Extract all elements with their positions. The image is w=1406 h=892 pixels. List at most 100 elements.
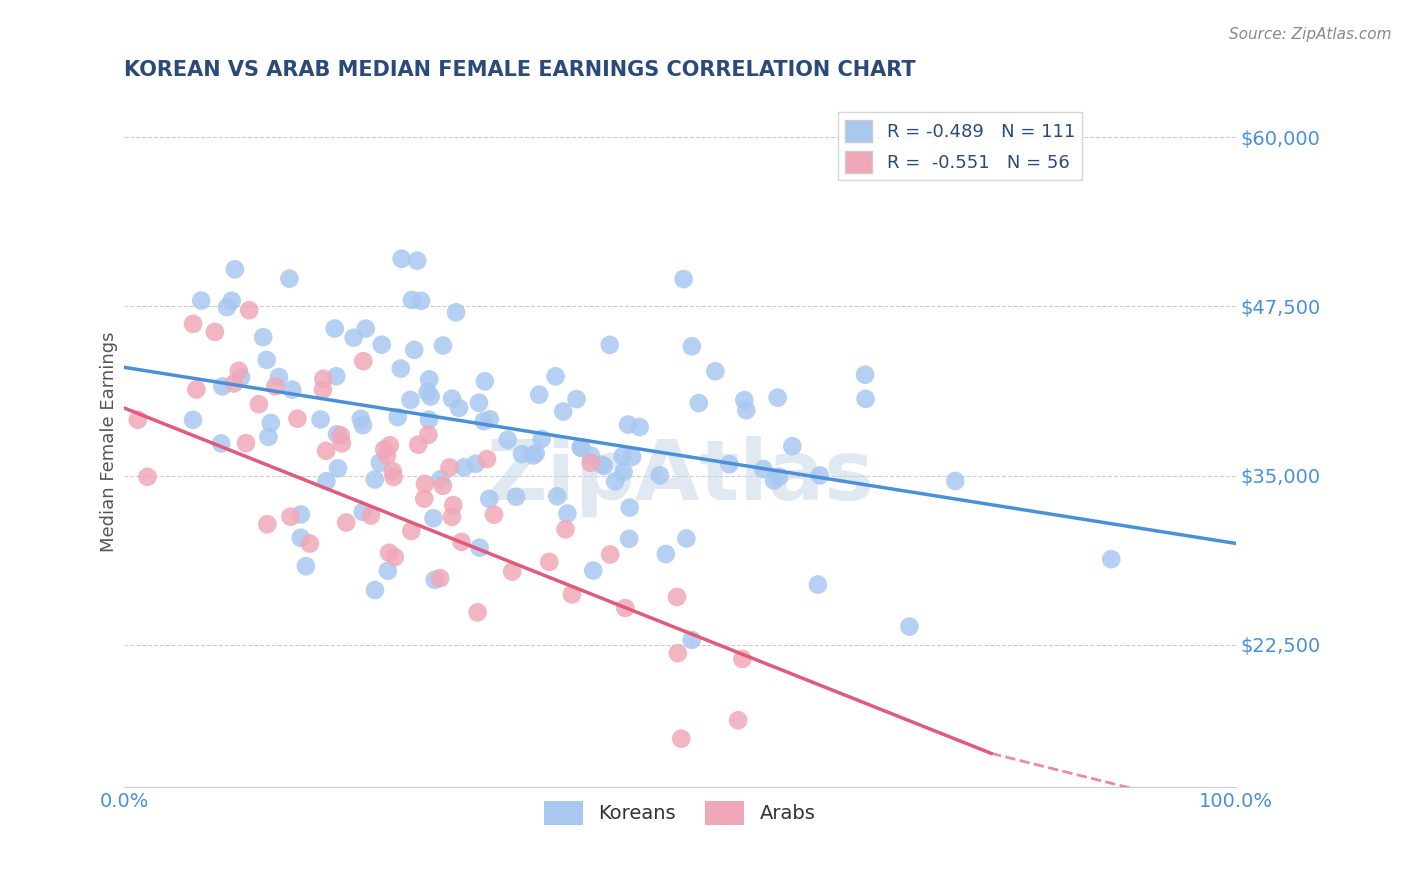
Point (370, 337, 392, 351)
Point (522, 449, 544, 463)
Point (538, 555, 561, 569)
Point (429, 472, 451, 486)
Point (136, 470, 159, 484)
Text: ZipAtlas: ZipAtlas (486, 436, 873, 516)
Point (681, 632, 703, 647)
Point (190, 293, 212, 308)
Point (579, 456, 602, 470)
Point (648, 468, 671, 483)
Point (475, 452, 498, 467)
Point (553, 404, 575, 418)
Point (671, 731, 693, 746)
Point (527, 388, 550, 402)
Point (368, 456, 391, 470)
Point (468, 541, 491, 555)
Point (281, 383, 304, 397)
Point (617, 417, 640, 432)
Point (603, 475, 626, 489)
Point (235, 436, 257, 450)
Point (450, 534, 472, 549)
Point (264, 379, 287, 393)
Point (377, 564, 399, 578)
Point (278, 271, 301, 285)
Point (557, 507, 579, 521)
Point (224, 262, 246, 277)
Point (298, 536, 321, 550)
Point (444, 305, 467, 319)
Point (418, 413, 440, 427)
Point (718, 457, 741, 471)
Point (382, 470, 405, 484)
Point (364, 473, 387, 487)
Point (727, 713, 749, 727)
Point (419, 390, 441, 404)
Point (482, 508, 505, 522)
Point (399, 392, 422, 407)
Point (222, 376, 245, 391)
Point (309, 412, 332, 426)
Point (569, 441, 592, 455)
Point (733, 393, 755, 408)
Point (675, 532, 697, 546)
Point (655, 547, 678, 561)
Point (612, 465, 634, 479)
Point (326, 427, 349, 442)
Point (375, 449, 398, 463)
Point (204, 325, 226, 339)
Point (256, 517, 278, 532)
Point (569, 440, 592, 454)
Point (312, 383, 335, 397)
Point (401, 293, 423, 307)
Point (343, 331, 366, 345)
Point (554, 522, 576, 536)
Point (312, 372, 335, 386)
Point (735, 403, 758, 417)
Point (731, 652, 754, 666)
Point (186, 383, 208, 397)
Point (221, 293, 243, 308)
Point (323, 321, 346, 335)
Point (472, 414, 495, 428)
Point (614, 601, 637, 615)
Point (325, 369, 347, 384)
Point (501, 565, 523, 579)
Point (441, 392, 464, 406)
Point (496, 433, 519, 447)
Point (666, 590, 689, 604)
Point (329, 428, 352, 442)
Text: Source: ZipAtlas.com: Source: ZipAtlas.com (1229, 27, 1392, 42)
Point (181, 413, 204, 427)
Point (505, 490, 527, 504)
Point (215, 300, 238, 314)
Point (432, 338, 454, 352)
Point (704, 364, 727, 378)
Point (546, 489, 568, 503)
Point (373, 442, 395, 457)
Point (621, 450, 644, 464)
Legend: Koreans, Arabs: Koreans, Arabs (536, 794, 824, 833)
Point (943, 474, 966, 488)
Point (290, 508, 312, 522)
Point (257, 430, 280, 444)
Point (228, 364, 250, 378)
Point (565, 392, 588, 406)
Point (387, 410, 409, 425)
Point (666, 646, 689, 660)
Point (422, 511, 444, 525)
Point (468, 396, 491, 410)
Point (582, 564, 605, 578)
Point (782, 439, 804, 453)
Point (441, 498, 464, 512)
Point (256, 352, 278, 367)
Point (352, 505, 374, 519)
Point (752, 462, 775, 476)
Point (260, 416, 283, 430)
Point (326, 461, 349, 475)
Point (416, 385, 439, 400)
Point (1099, 552, 1122, 566)
Point (429, 571, 451, 585)
Point (290, 531, 312, 545)
Point (252, 330, 274, 344)
Point (544, 369, 567, 384)
Point (389, 361, 412, 376)
